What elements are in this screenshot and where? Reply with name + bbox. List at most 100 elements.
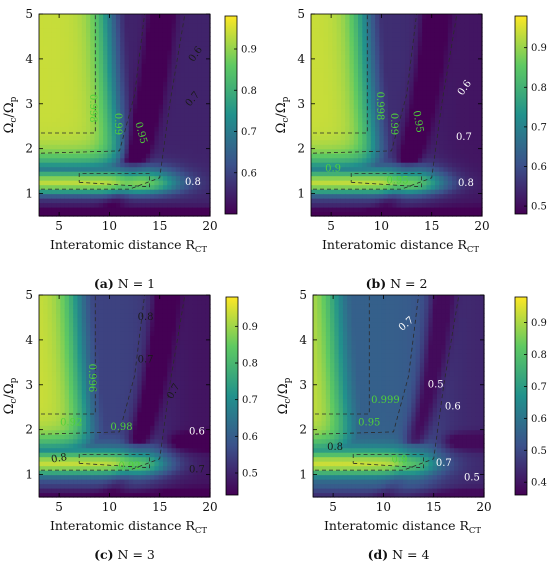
- heatmap-cell: [150, 411, 156, 417]
- heatmap-cell: [68, 353, 74, 359]
- heatmap-cell: [184, 211, 190, 217]
- heatmap-cell: [60, 299, 66, 305]
- heatmap-cell: [94, 398, 100, 404]
- heatmap-cell: [150, 81, 156, 87]
- heatmap-cell: [86, 63, 91, 69]
- heatmap-cell: [39, 429, 44, 435]
- heatmap-cell: [171, 153, 177, 159]
- heatmap-cell: [439, 112, 445, 118]
- heatmap-cell: [90, 49, 96, 55]
- x-axis-label-subscript: CT: [195, 245, 208, 255]
- heatmap-cell: [477, 144, 483, 150]
- heatmap-cell: [477, 117, 483, 123]
- heatmap-cell: [120, 90, 126, 96]
- heatmap-cell: [154, 207, 160, 213]
- heatmap-cell: [192, 85, 198, 91]
- heatmap-cell: [141, 411, 147, 417]
- heatmap-cell: [362, 54, 368, 60]
- heatmap-cell: [145, 81, 151, 87]
- heatmap-cell: [43, 135, 49, 141]
- heatmap-cell: [336, 166, 342, 172]
- heatmap-cell: [77, 85, 83, 91]
- heatmap-cell: [430, 63, 436, 69]
- heatmap-cell: [345, 45, 351, 51]
- heatmap-cell: [124, 162, 130, 168]
- heatmap-cell: [47, 375, 53, 381]
- heatmap-cell: [464, 40, 470, 47]
- heatmap-cell: [167, 67, 173, 73]
- heatmap-cell: [167, 58, 173, 64]
- heatmap-cell: [349, 67, 355, 73]
- heatmap-cell: [64, 398, 70, 404]
- heatmap-cell: [60, 339, 66, 345]
- heatmap-cell: [379, 94, 385, 100]
- heatmap-cell: [417, 144, 423, 150]
- heatmap-cell: [111, 488, 117, 494]
- heatmap-cell: [150, 303, 156, 310]
- heatmap-cell: [86, 193, 91, 199]
- heatmap-cell: [111, 139, 117, 145]
- heatmap-cell: [86, 434, 91, 440]
- heatmap-cell: [124, 193, 130, 199]
- heatmap-cell: [137, 54, 143, 60]
- heatmap-cell: [323, 85, 329, 91]
- heatmap-cell: [103, 22, 109, 29]
- heatmap-cell: [107, 407, 113, 413]
- heatmap-cell: [452, 67, 457, 73]
- heatmap-cell: [39, 434, 44, 440]
- heatmap-cell: [90, 184, 96, 190]
- heatmap-cell: [349, 117, 355, 123]
- heatmap-cell: [68, 326, 74, 332]
- heatmap-cell: [362, 90, 368, 96]
- heatmap-cell: [328, 126, 333, 132]
- heatmap-cell: [47, 326, 53, 332]
- heatmap-cell: [145, 202, 151, 208]
- heatmap-cell: [340, 18, 346, 24]
- heatmap-cell: [124, 18, 130, 24]
- heatmap-cell: [366, 153, 372, 159]
- heatmap-cell: [120, 171, 126, 177]
- heatmap-cell: [98, 45, 104, 51]
- heatmap-cell: [332, 144, 338, 150]
- heatmap-cell: [400, 40, 406, 47]
- heatmap-cell: [107, 384, 113, 390]
- x-tick-label: 10: [374, 219, 389, 233]
- heatmap-cell: [184, 193, 190, 199]
- heatmap-cell: [60, 144, 66, 150]
- heatmap-cell: [68, 357, 74, 363]
- heatmap-cell: [413, 211, 419, 217]
- heatmap-cell: [362, 85, 368, 91]
- heatmap-cell: [60, 461, 66, 467]
- heatmap-cell: [456, 103, 462, 109]
- heatmap-cell: [64, 180, 70, 186]
- heatmap-cell: [405, 81, 410, 87]
- heatmap-cell: [336, 121, 342, 127]
- heatmap-cell: [64, 157, 70, 163]
- heatmap-cell: [332, 94, 338, 100]
- heatmap-cell: [349, 90, 355, 96]
- heatmap-cell: [73, 317, 79, 323]
- heatmap-cell: [47, 22, 53, 29]
- heatmap-cell: [128, 81, 134, 87]
- heatmap-cell: [145, 207, 151, 213]
- heatmap-cell: [192, 27, 198, 33]
- heatmap-cell: [86, 452, 91, 458]
- heatmap-cell: [103, 85, 109, 91]
- heatmap-cell: [137, 166, 143, 172]
- heatmap-cell: [81, 470, 87, 476]
- heatmap-cell: [150, 207, 156, 213]
- heatmap-cell: [141, 94, 147, 100]
- heatmap-cell: [145, 375, 151, 381]
- heatmap-cell: [162, 130, 168, 136]
- heatmap-cell: [477, 126, 483, 132]
- heatmap-cell: [201, 49, 207, 55]
- heatmap-cell: [175, 90, 181, 96]
- heatmap-cell: [336, 72, 342, 78]
- heatmap-cell: [205, 162, 211, 168]
- heatmap-cell: [328, 144, 333, 150]
- heatmap-cell: [340, 90, 346, 96]
- heatmap-cell: [124, 299, 130, 305]
- heatmap-cell: [452, 117, 457, 123]
- heatmap-cell: [167, 117, 173, 123]
- heatmap-cell: [332, 198, 338, 204]
